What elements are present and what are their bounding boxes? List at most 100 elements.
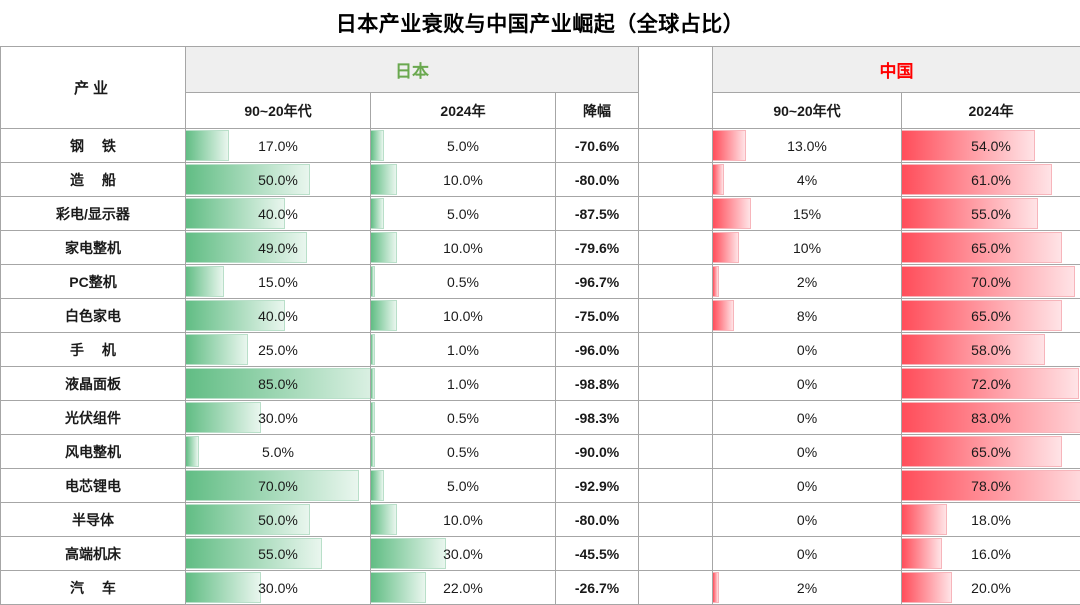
drop-value: -92.9% [556,469,639,503]
cn-old-bar-cell: 0% [713,503,902,537]
jp-new: 10.0% [371,163,555,196]
comparison-table: 产业 日本 中国 90~20年代 2024年 降幅 90~20年代 2024年 … [0,46,1080,605]
drop-value: -87.5% [556,197,639,231]
drop-value: -45.5% [556,537,639,571]
drop-value: -98.3% [556,401,639,435]
jp-old: 85.0% [186,367,370,400]
jp-new-bar-cell: 1.0% [371,333,556,367]
cn-old: 0% [713,503,901,536]
row-industry-label: 彩电/显示器 [1,197,186,231]
jp-new-bar-cell: 30.0% [371,537,556,571]
cn-new: 65.0% [902,435,1080,468]
jp-new-bar-cell: 10.0% [371,163,556,197]
jp-old-bar-cell: 25.0% [186,333,371,367]
drop-value: -96.7% [556,265,639,299]
row-spacer-cell [639,265,713,299]
drop-value: -96.0% [556,333,639,367]
header-jp-new: 2024年 [371,93,556,129]
jp-old: 15.0% [186,265,370,298]
row-spacer-cell [639,401,713,435]
jp-new-bar-cell: 22.0% [371,571,556,605]
cn-new-bar-cell: 54.0% [902,129,1080,163]
header-jp-old: 90~20年代 [186,93,371,129]
cn-old: 15% [713,197,901,230]
jp-new-bar-cell: 10.0% [371,231,556,265]
cn-old: 0% [713,469,901,502]
jp-old: 30.0% [186,401,370,434]
drop-value: -98.8% [556,367,639,401]
cn-new: 65.0% [902,231,1080,264]
jp-old: 25.0% [186,333,370,366]
cn-old: 0% [713,401,901,434]
cn-new-bar-cell: 78.0% [902,469,1080,503]
jp-old-bar-cell: 15.0% [186,265,371,299]
header-industry: 产业 [1,47,186,129]
jp-new: 5.0% [371,469,555,502]
cn-new-bar-cell: 55.0% [902,197,1080,231]
cn-new: 70.0% [902,265,1080,298]
jp-old-bar-cell: 17.0% [186,129,371,163]
cn-new-bar-cell: 72.0% [902,367,1080,401]
jp-old-bar-cell: 30.0% [186,571,371,605]
jp-new-bar-cell: 0.5% [371,265,556,299]
jp-new: 0.5% [371,401,555,434]
row-industry-label: 钢 铁 [1,129,186,163]
jp-old-bar-cell: 50.0% [186,163,371,197]
row-spacer-cell [639,231,713,265]
jp-new: 10.0% [371,231,555,264]
jp-new: 0.5% [371,435,555,468]
jp-new-bar-cell: 10.0% [371,299,556,333]
drop-value: -70.6% [556,129,639,163]
header-cn-old: 90~20年代 [713,93,902,129]
cn-new-bar-cell: 65.0% [902,231,1080,265]
cn-new-bar-cell: 83.0% [902,401,1080,435]
row-industry-label: 高端机床 [1,537,186,571]
row-industry-label: 电芯锂电 [1,469,186,503]
cn-old-bar-cell: 0% [713,333,902,367]
row-industry-label: 半导体 [1,503,186,537]
cn-old: 0% [713,367,901,400]
cn-new-bar-cell: 70.0% [902,265,1080,299]
cn-old-bar-cell: 0% [713,469,902,503]
jp-old: 70.0% [186,469,370,502]
cn-new-bar-cell: 65.0% [902,435,1080,469]
header-china: 中国 [713,47,1080,93]
row-spacer-cell [639,469,713,503]
row-industry-label: 风电整机 [1,435,186,469]
cn-new: 55.0% [902,197,1080,230]
drop-value: -90.0% [556,435,639,469]
jp-new-bar-cell: 0.5% [371,401,556,435]
header-japan: 日本 [186,47,639,93]
cn-old: 4% [713,163,901,196]
cn-old: 2% [713,265,901,298]
cn-old-bar-cell: 2% [713,571,902,605]
row-industry-label: 汽 车 [1,571,186,605]
cn-old-bar-cell: 0% [713,537,902,571]
cn-old-bar-cell: 13.0% [713,129,902,163]
jp-old: 55.0% [186,537,370,570]
cn-new: 72.0% [902,367,1080,400]
cn-new-bar-cell: 61.0% [902,163,1080,197]
jp-old: 17.0% [186,129,370,162]
row-industry-label: 光伏组件 [1,401,186,435]
cn-old-bar-cell: 4% [713,163,902,197]
cn-old: 0% [713,333,901,366]
cn-old-bar-cell: 2% [713,265,902,299]
cn-new-bar-cell: 18.0% [902,503,1080,537]
row-industry-label: 手 机 [1,333,186,367]
cn-new-bar-cell: 58.0% [902,333,1080,367]
jp-old: 5.0% [186,435,370,468]
cn-old-bar-cell: 15% [713,197,902,231]
row-spacer-cell [639,129,713,163]
row-industry-label: 液晶面板 [1,367,186,401]
jp-old: 49.0% [186,231,370,264]
jp-new: 0.5% [371,265,555,298]
jp-old-bar-cell: 49.0% [186,231,371,265]
